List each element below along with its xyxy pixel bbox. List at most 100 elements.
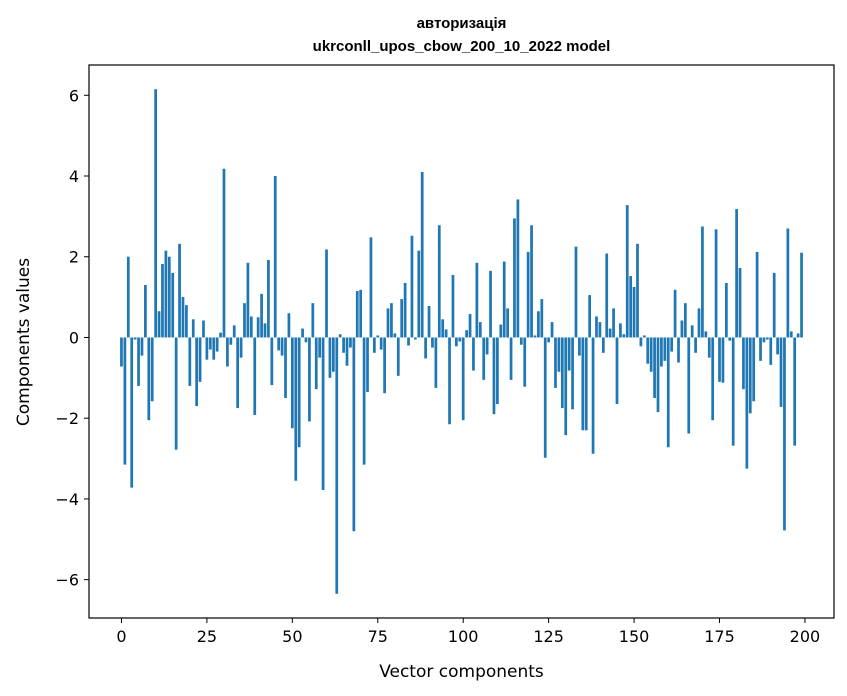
bar (130, 337, 134, 488)
bar (431, 337, 434, 348)
x-tick-label: 0 (116, 627, 126, 646)
bar (772, 272, 776, 338)
bar (694, 337, 697, 353)
bar (171, 272, 175, 338)
bar (735, 209, 738, 338)
bar (468, 314, 472, 338)
bar (615, 337, 619, 405)
bar (167, 256, 171, 338)
bar (123, 337, 127, 465)
bar (591, 337, 595, 454)
bar (783, 337, 786, 531)
bar (137, 337, 140, 386)
bar (157, 311, 161, 338)
bar (249, 316, 253, 338)
bar (294, 337, 298, 481)
bar (687, 337, 691, 434)
bar (642, 335, 646, 338)
bar (202, 320, 205, 338)
bar (543, 337, 547, 458)
bar (690, 325, 694, 338)
bar (584, 337, 588, 431)
bar (133, 337, 137, 340)
bar (560, 337, 564, 409)
bar (256, 317, 260, 338)
bar (492, 337, 496, 415)
bar (759, 337, 762, 361)
x-tick-label: 125 (533, 627, 564, 646)
bar (683, 303, 687, 338)
bar (383, 337, 386, 394)
bar (260, 293, 263, 338)
bar (660, 337, 663, 367)
bar (673, 289, 677, 338)
x-tick-label: 50 (282, 627, 302, 646)
bar (619, 323, 622, 338)
bar (335, 337, 339, 594)
y-tick-label: 4 (69, 167, 79, 186)
chart-subtitle: ukrconll_upos_cbow_200_10_2022 model (313, 38, 611, 55)
bar (352, 337, 356, 532)
bar (420, 171, 424, 338)
bar (646, 337, 650, 364)
bar (424, 337, 427, 359)
bar (670, 337, 674, 352)
bar (301, 328, 304, 338)
bar (523, 337, 527, 387)
bar (485, 337, 489, 355)
bar (776, 337, 779, 355)
bar (198, 337, 202, 382)
bar (519, 337, 523, 345)
bar (120, 337, 123, 367)
bar (154, 89, 157, 338)
bar (232, 325, 236, 338)
bar (386, 308, 390, 338)
bar (742, 337, 745, 390)
bar (625, 205, 629, 338)
bar (458, 337, 462, 342)
bar (765, 337, 769, 340)
bar (793, 337, 797, 446)
bar (273, 176, 277, 338)
bar (417, 250, 421, 338)
bar (376, 335, 380, 338)
bar (554, 337, 557, 388)
bar (530, 225, 533, 338)
bar (666, 337, 670, 448)
bar (516, 199, 520, 338)
bar (150, 337, 154, 402)
bar (731, 337, 735, 446)
x-tick-label: 200 (790, 627, 821, 646)
bar (475, 262, 479, 338)
bar (465, 330, 468, 338)
bar (379, 337, 383, 350)
bar (789, 331, 793, 338)
bar (557, 337, 561, 372)
bar (338, 334, 342, 338)
bar (738, 268, 742, 338)
bar (226, 337, 229, 367)
bar (185, 305, 188, 338)
bar (701, 226, 704, 338)
bar (540, 299, 544, 338)
bar (331, 337, 335, 372)
bar (349, 337, 352, 348)
bar (270, 337, 274, 386)
bar (653, 337, 656, 399)
bar (191, 319, 195, 338)
bar (728, 337, 732, 341)
y-tick-label: −6 (55, 571, 79, 590)
bar (489, 270, 492, 338)
x-axis-label: Vector components (379, 662, 544, 682)
bar (287, 313, 291, 338)
bar (441, 319, 445, 338)
y-tick-label: 0 (69, 328, 79, 347)
bar (215, 337, 219, 352)
bar (414, 337, 417, 340)
bar (328, 337, 332, 378)
bar (598, 322, 602, 338)
bar (205, 337, 209, 360)
bar (448, 337, 451, 425)
bar (434, 337, 438, 388)
bar (502, 261, 506, 338)
